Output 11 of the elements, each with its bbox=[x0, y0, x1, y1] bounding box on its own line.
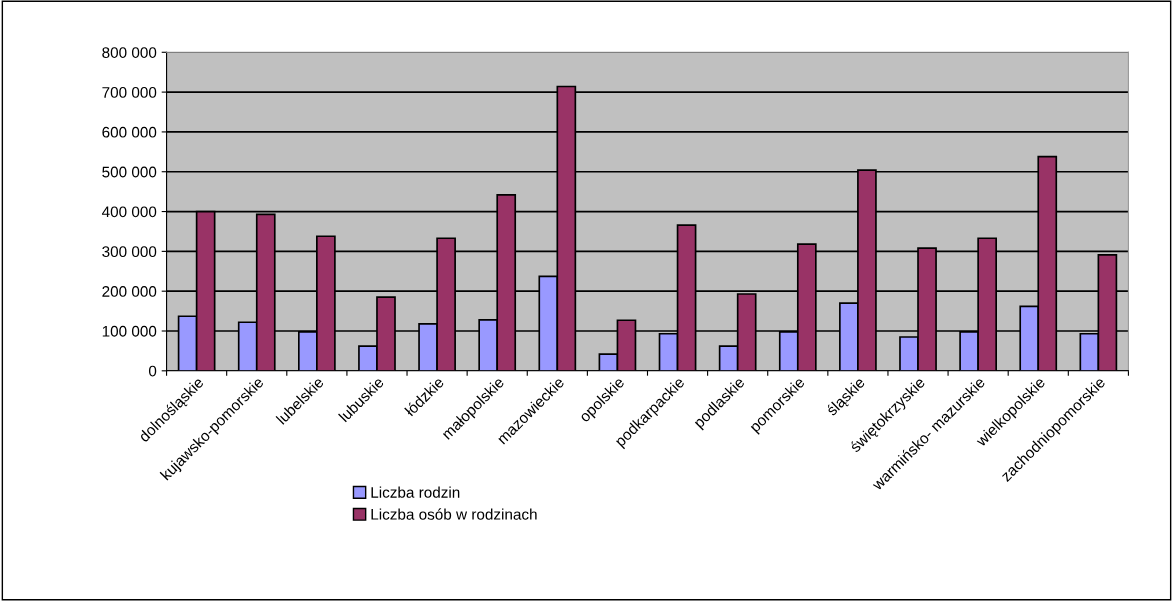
y-tick-label: 800 000 bbox=[102, 47, 157, 58]
legend-label: Liczba rodzin bbox=[371, 486, 460, 498]
y-tick-label: 200 000 bbox=[102, 286, 157, 297]
y-tick-label: 600 000 bbox=[102, 126, 157, 138]
y-tick-label: 400 000 bbox=[101, 206, 157, 218]
y-tick-label: 500 000 bbox=[102, 166, 157, 178]
y-tick-label: 300 000 bbox=[102, 246, 157, 258]
y-tick-label: 0 bbox=[148, 365, 157, 377]
y-tick-label: 700 000 bbox=[102, 86, 157, 98]
y-tick-label: 100 000 bbox=[102, 325, 157, 337]
legend-label: Liczba osób w rodzinach bbox=[371, 508, 537, 520]
